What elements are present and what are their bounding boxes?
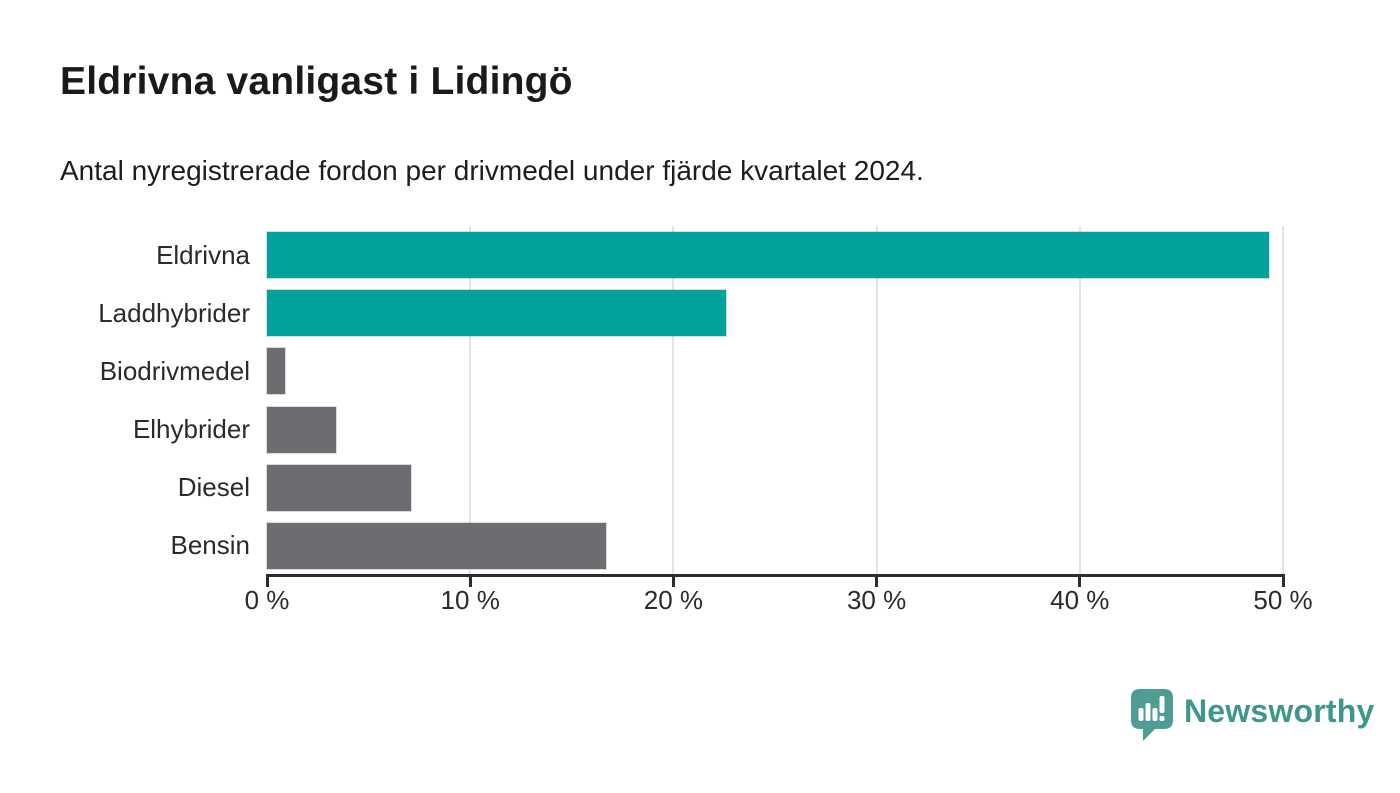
x-tick-50 — [1281, 576, 1285, 587]
chart-subtitle: Antal nyregistrerade fordon per drivmede… — [60, 155, 924, 186]
bar-row-elhybrider — [267, 401, 1283, 459]
bar-biodrivmedel — [267, 348, 286, 395]
bar-eldrivna — [267, 232, 1269, 279]
x-tick-label-20: 20 % — [643, 585, 704, 615]
x-tick-0 — [265, 576, 269, 587]
gridline-30 — [875, 226, 878, 575]
bar-row-biodrivmedel — [267, 342, 1283, 400]
category-label-laddhybrider: Laddhybrider — [98, 297, 250, 328]
gridline-20 — [672, 226, 675, 575]
plot-area — [267, 226, 1284, 575]
gridline-40 — [1078, 226, 1081, 575]
category-label-diesel: Diesel — [177, 472, 250, 503]
y-axis-labels: Eldrivna Laddhybrider Biodrivmedel Elhybrid… — [0, 226, 250, 575]
bar-laddhybrider — [267, 290, 727, 337]
bar-diesel — [267, 464, 412, 511]
category-label-biodrivmedel: Biodrivmedel — [99, 355, 250, 386]
category-label-eldrivna: Eldrivna — [156, 239, 250, 270]
x-tick-label-30: 30 % — [846, 585, 907, 615]
bar-row-eldrivna — [267, 226, 1283, 284]
x-axis-line — [266, 574, 1285, 577]
x-tick-label-10: 10 % — [440, 585, 500, 615]
x-tick-label-50: 50 % — [1253, 585, 1313, 615]
gridline-10 — [469, 226, 472, 575]
bar-row-laddhybrider — [267, 284, 1283, 342]
chart-title: Eldrivna vanligast i Lidingö — [60, 60, 573, 103]
x-tick-20 — [671, 576, 675, 587]
bar-row-bensin — [267, 517, 1283, 575]
x-tick-30 — [875, 576, 879, 587]
x-tick-10 — [468, 576, 472, 587]
bar-elhybrider — [267, 406, 337, 453]
newsworthy-logo: Newsworthy — [1131, 689, 1374, 747]
x-tick-label-0: 0 % — [244, 585, 290, 615]
x-tick-label-40: 40 % — [1050, 585, 1110, 615]
bar-row-diesel — [267, 459, 1283, 517]
gridline-50 — [1282, 226, 1284, 575]
bar-bensin — [267, 522, 607, 569]
x-tick-40 — [1078, 576, 1082, 587]
newsworthy-logo-text: Newsworthy — [1184, 693, 1375, 729]
category-label-elhybrider: Elhybrider — [132, 414, 250, 445]
newsworthy-logo-icon — [1131, 689, 1173, 741]
category-label-bensin: Bensin — [170, 530, 251, 561]
